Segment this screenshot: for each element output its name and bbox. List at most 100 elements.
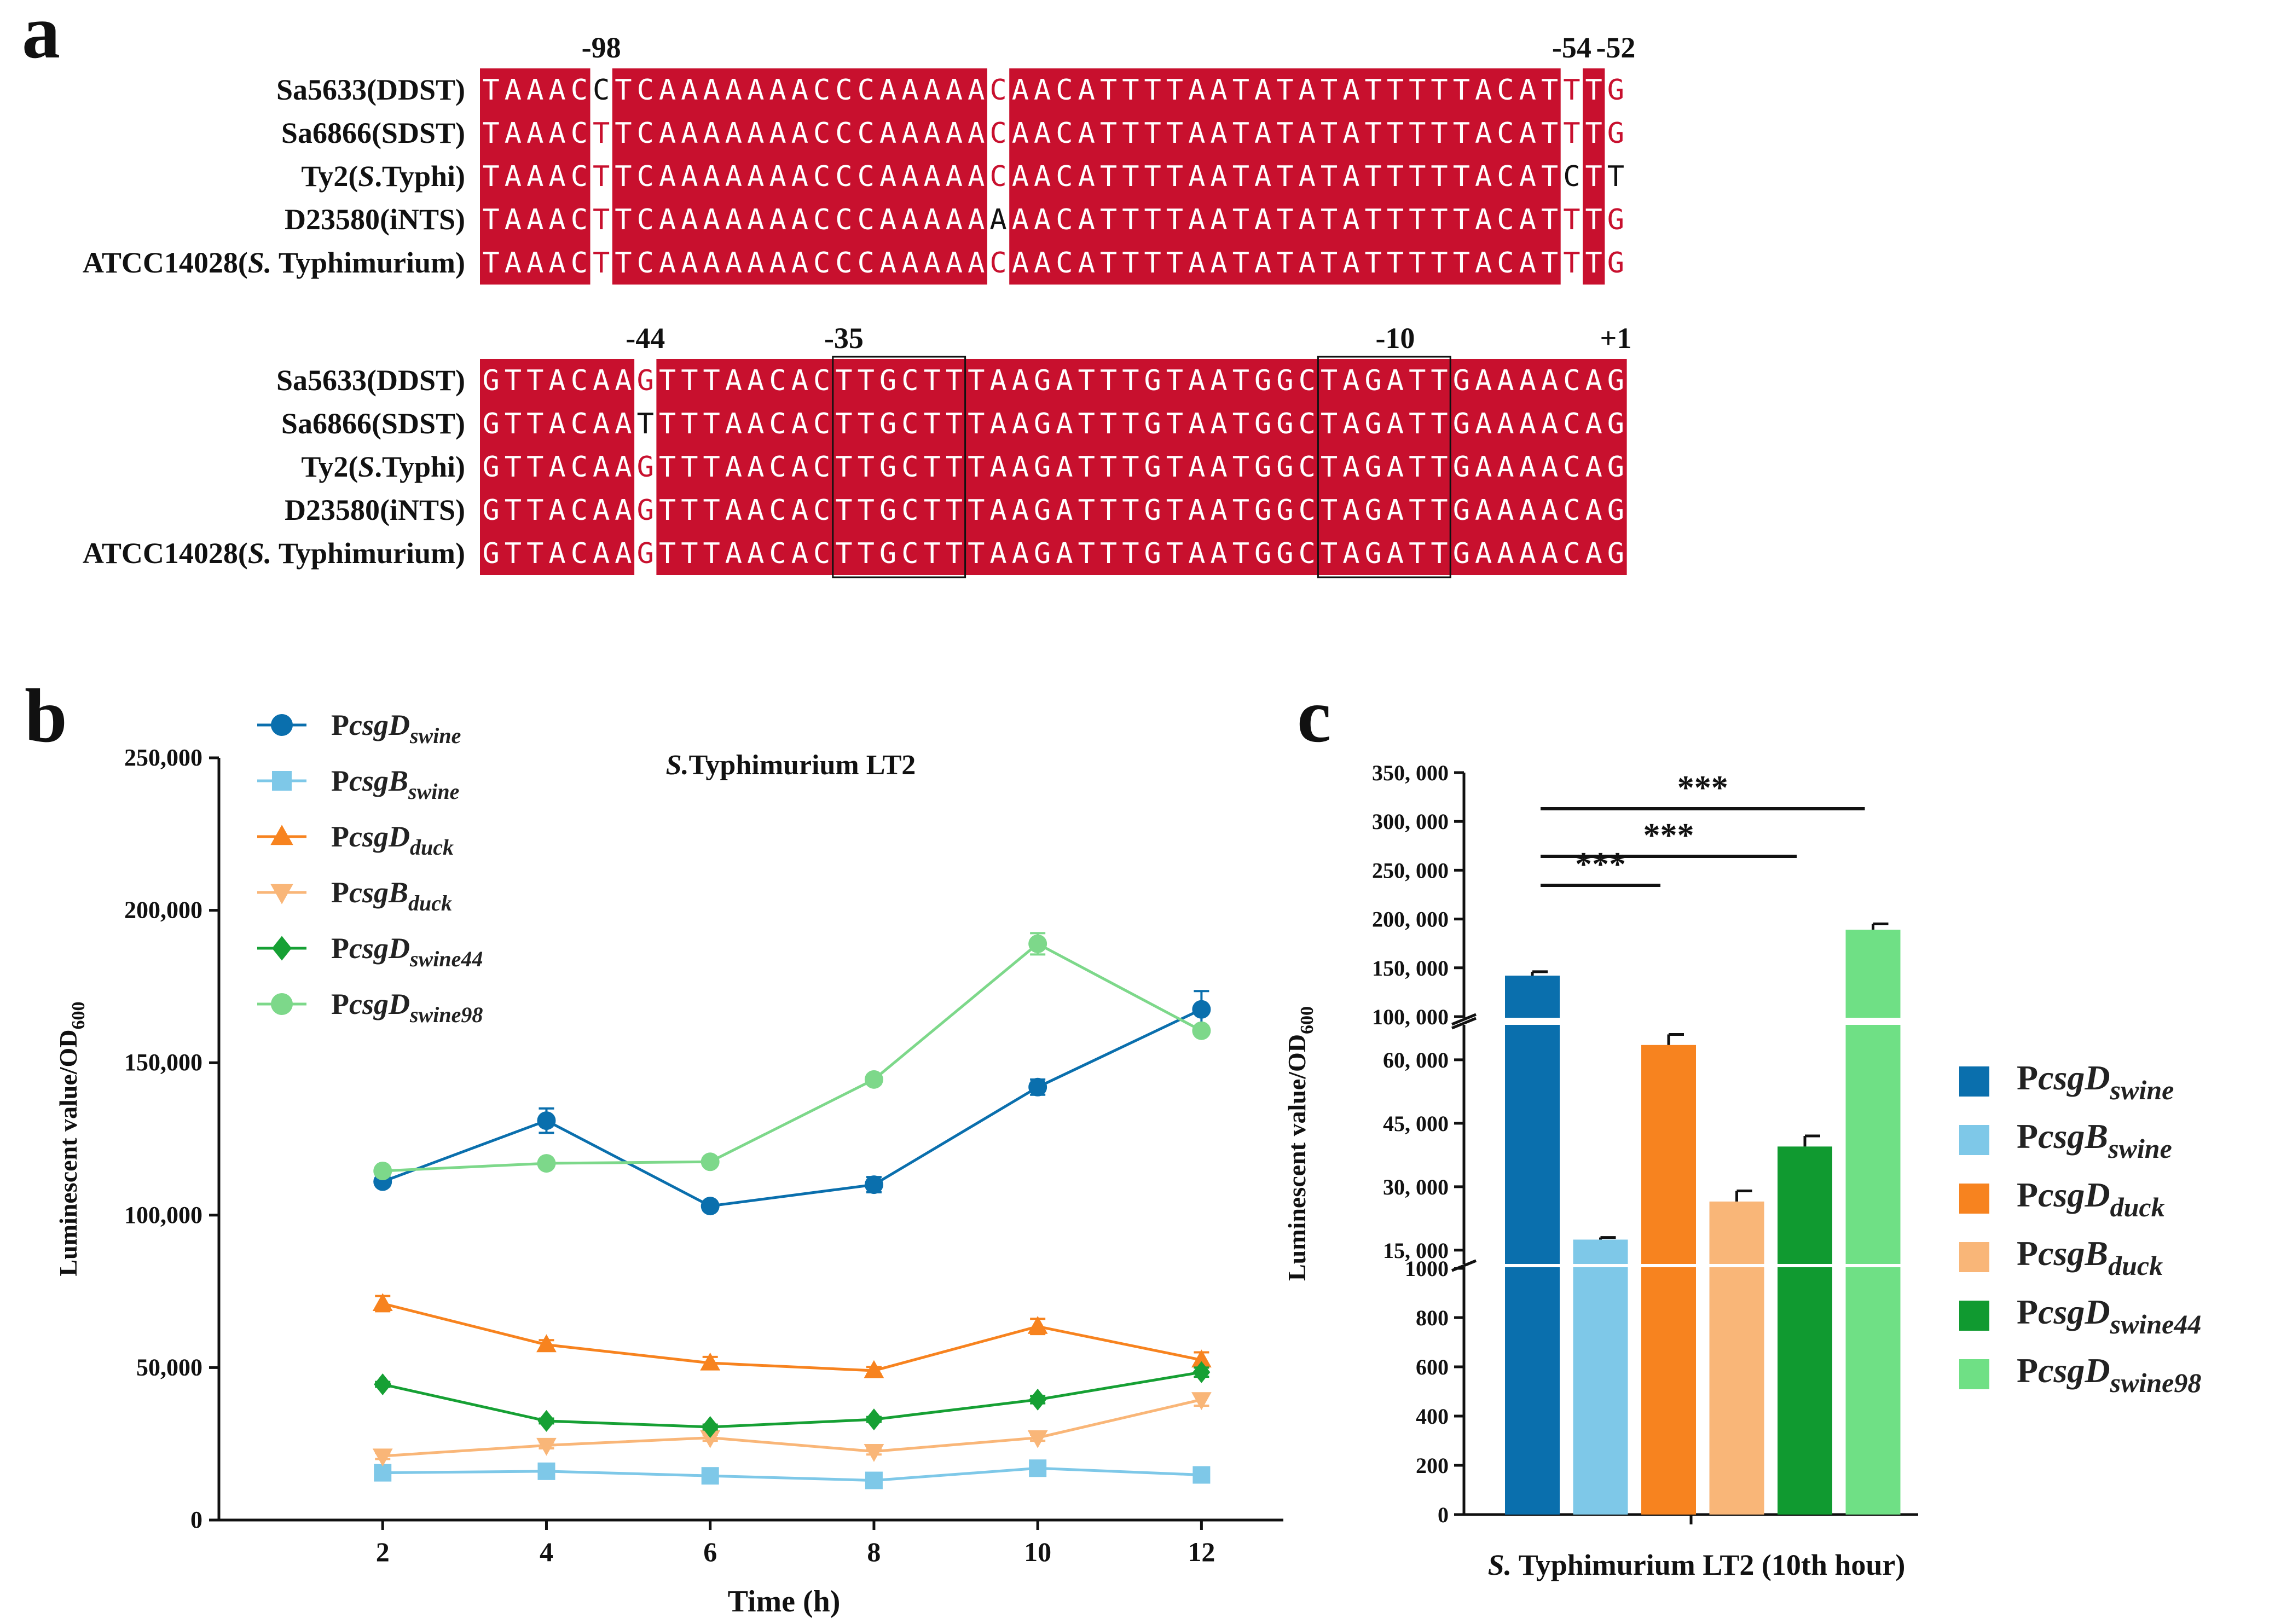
base-letter: A <box>1342 247 1359 280</box>
base-letter: T <box>1276 247 1293 280</box>
base-letter: G <box>1453 451 1470 484</box>
base-letter: A <box>1475 408 1492 440</box>
legend-label: PcsgDswine <box>2017 1058 2174 1105</box>
series-line <box>383 942 1202 1173</box>
bar-PcsgDswine44 <box>1778 1146 1832 1515</box>
base-letter: A <box>1188 451 1205 484</box>
base-letter: T <box>1585 247 1602 280</box>
base-letter: T <box>1431 408 1448 440</box>
data-point <box>537 1462 555 1480</box>
base-letter: A <box>1387 451 1404 484</box>
y-tick-label: 15, 000 <box>1383 1238 1449 1263</box>
base-letter: T <box>681 408 698 440</box>
base-letter: A <box>1210 204 1227 236</box>
base-letter: G <box>482 451 499 484</box>
data-point <box>700 1430 721 1448</box>
base-letter: A <box>879 247 896 280</box>
base-letter: A <box>593 364 610 397</box>
base-letter: T <box>1431 160 1448 193</box>
data-point <box>1028 934 1047 953</box>
base-letter: A <box>1342 160 1359 193</box>
base-letter: C <box>1563 451 1580 484</box>
base-letter: A <box>725 117 742 150</box>
base-letter: T <box>1541 160 1558 193</box>
base-letter: T <box>1453 117 1470 150</box>
base-letter: A <box>1188 204 1205 236</box>
base-letter: A <box>1519 204 1536 236</box>
base-letter: T <box>659 408 676 440</box>
base-letter: A <box>1210 74 1227 107</box>
base-letter: T <box>1321 537 1338 570</box>
data-point <box>864 1360 884 1378</box>
base-letter: A <box>1210 160 1227 193</box>
base-letter: T <box>858 408 875 440</box>
base-letter: T <box>1100 451 1117 484</box>
legend-label: PcsgDswine <box>331 709 461 748</box>
data-point <box>864 1175 883 1194</box>
base-letter: A <box>1188 364 1205 397</box>
position-label: -35 <box>824 322 864 355</box>
base-letter: T <box>615 247 632 280</box>
x-axis-title: Time (h) <box>728 1585 841 1619</box>
base-letter: C <box>813 204 830 236</box>
series-line <box>382 1008 1202 1208</box>
base-letter: T <box>1585 204 1602 236</box>
base-letter: T <box>1100 74 1117 107</box>
base-letter: T <box>1321 247 1338 280</box>
base-letter: C <box>571 364 588 397</box>
base-letter: A <box>946 117 963 150</box>
base-letter: T <box>1409 494 1426 527</box>
base-letter: T <box>1232 160 1249 193</box>
base-letter: C <box>571 160 588 193</box>
base-letter: A <box>1012 247 1029 280</box>
base-letter: A <box>1188 160 1205 193</box>
base-letter: C <box>571 408 588 440</box>
line-chart-b: 0 50,000 100,000 150,000 200,000 250,000 2 4 6 8 1… <box>54 709 1283 1619</box>
data-point <box>537 1410 555 1432</box>
base-letter: T <box>615 117 632 150</box>
data-point <box>270 825 293 845</box>
base-letter: A <box>1078 247 1095 280</box>
base-letter: A <box>1056 364 1073 397</box>
base-letter: A <box>1519 451 1536 484</box>
base-letter: T <box>1541 247 1558 280</box>
base-letter: T <box>1364 117 1381 150</box>
data-point <box>865 1408 883 1431</box>
base-letter: A <box>1475 364 1492 397</box>
base-letter: A <box>1519 247 1536 280</box>
data-point <box>1191 1392 1212 1411</box>
y-tick-label: 100, 000 <box>1372 1005 1449 1029</box>
base-letter: A <box>1342 204 1359 236</box>
base-letter: A <box>923 74 940 107</box>
base-letter: A <box>747 451 764 484</box>
base-letter: A <box>1541 451 1558 484</box>
base-letter: A <box>1475 247 1492 280</box>
base-letter: C <box>1563 364 1580 397</box>
base-letter: T <box>1453 74 1470 107</box>
base-letter: A <box>1254 74 1271 107</box>
sequence-name: D23580(iNTS) <box>285 494 465 526</box>
base-letter: T <box>526 494 543 527</box>
base-letter: A <box>593 451 610 484</box>
base-letter: T <box>1321 494 1338 527</box>
base-letter: A <box>1012 494 1029 527</box>
base-letter: A <box>1188 74 1205 107</box>
data-point <box>864 1444 884 1462</box>
base-letter: T <box>1409 160 1426 193</box>
base-letter: T <box>1122 247 1139 280</box>
base-letter: C <box>1563 494 1580 527</box>
base-letter: A <box>681 74 698 107</box>
base-letter: G <box>1276 408 1293 440</box>
data-point <box>372 1293 393 1311</box>
base-letter: A <box>1519 494 1536 527</box>
base-letter: C <box>858 74 875 107</box>
y-tick-label: 150,000 <box>124 1049 202 1076</box>
base-letter: A <box>1012 537 1029 570</box>
base-letter: T <box>1122 537 1139 570</box>
conserved-block <box>612 68 987 285</box>
legend-label: PcsgDswine98 <box>331 988 483 1027</box>
base-letter: T <box>946 408 963 440</box>
base-letter: G <box>482 408 499 440</box>
base-letter: A <box>1519 408 1536 440</box>
conserved-block <box>1009 68 1561 285</box>
